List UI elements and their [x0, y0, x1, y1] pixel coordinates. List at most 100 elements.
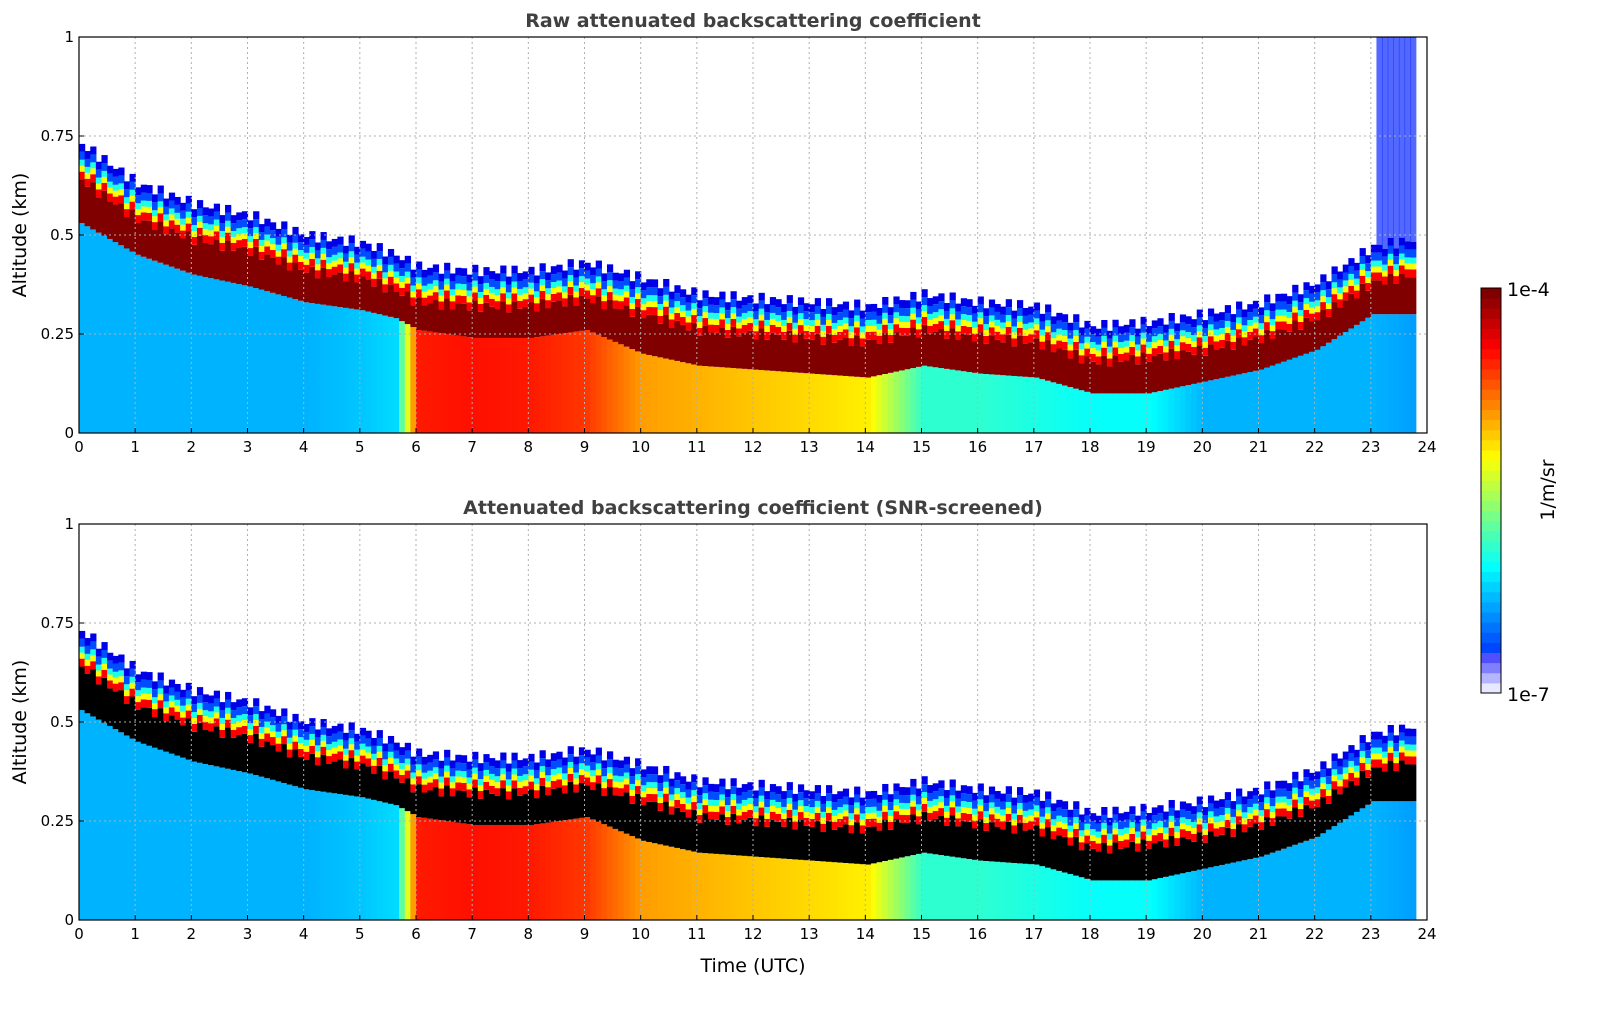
layer-fringe-cell [786, 797, 793, 804]
layer-fringe-cell [157, 185, 164, 194]
layer-core-cell [517, 308, 524, 338]
below-layer-cell [258, 776, 265, 920]
layer-fringe-cell [859, 318, 866, 327]
layer-core-cell [90, 182, 97, 230]
layer-fringe-cell [977, 811, 984, 820]
heatmap-column [1376, 37, 1383, 433]
layer-core-cell [938, 815, 945, 856]
layer-fringe-cell [163, 707, 170, 714]
colorbar: 1e-41e-71/m/sr [1480, 279, 1559, 706]
heatmap-column [281, 221, 288, 433]
heatmap-column [163, 198, 170, 433]
layer-core-cell [275, 751, 282, 782]
heatmap-column [348, 722, 355, 920]
below-layer-cell [533, 337, 541, 433]
layer-fringe-cell [685, 797, 692, 804]
layer-fringe-cell [1202, 347, 1209, 356]
layer-fringe-cell [253, 714, 260, 721]
layer-fringe-cell [1410, 263, 1417, 270]
layer-core-cell [713, 819, 720, 854]
layer-fringe-cell [1370, 753, 1378, 760]
layer-fringe-cell [348, 251, 355, 258]
layer-fringe-cell [90, 168, 97, 175]
layer-fringe-cell [1292, 312, 1299, 321]
layer-fringe-cell [719, 313, 726, 320]
layer-fringe-cell [876, 323, 883, 330]
layer-fringe-cell [455, 267, 462, 276]
layer-fringe-cell [1129, 828, 1136, 834]
layer-fringe-cell [1157, 805, 1164, 814]
layer-fringe-cell [438, 301, 445, 310]
layer-fringe-cell [792, 815, 799, 822]
layer-fringe-cell [865, 325, 872, 332]
heatmap-column [1146, 813, 1153, 920]
below-layer-cell [1078, 390, 1085, 433]
layer-core-cell [1342, 300, 1349, 333]
layer-fringe-cell [337, 236, 344, 245]
layer-fringe-cell [416, 756, 423, 765]
below-layer-cell [309, 303, 316, 433]
heatmap-column [1005, 299, 1012, 433]
x-tick-label: 7 [467, 925, 477, 943]
layer-fringe-cell [359, 240, 367, 249]
layer-fringe-cell [910, 800, 917, 807]
layer-fringe-cell [399, 755, 406, 763]
heatmap-column [1387, 37, 1394, 433]
heatmap-column [213, 690, 221, 920]
layer-fringe-cell [303, 745, 310, 752]
layer-fringe-cell [1101, 828, 1108, 835]
heatmap-column [528, 266, 535, 433]
layer-fringe-cell [848, 797, 855, 806]
layer-fringe-cell [882, 296, 889, 305]
layer-fringe-cell [118, 183, 125, 190]
layer-fringe-cell [708, 304, 715, 313]
layer-fringe-cell [281, 708, 288, 717]
below-layer-cell [1174, 874, 1181, 920]
layer-fringe-cell [910, 299, 917, 308]
layer-fringe-cell [775, 807, 782, 814]
layer-fringe-cell [1258, 307, 1265, 316]
layer-fringe-cell [225, 220, 232, 227]
layer-fringe-cell [691, 287, 698, 296]
layer-fringe-cell [337, 751, 344, 760]
layer-fringe-cell [702, 290, 709, 299]
layer-fringe-cell [253, 219, 260, 228]
layer-fringe-cell [1309, 301, 1316, 308]
layer-fringe-cell [1000, 334, 1007, 343]
layer-fringe-cell [522, 774, 529, 781]
layer-fringe-cell [1112, 335, 1119, 342]
layer-fringe-cell [371, 258, 378, 267]
layer-fringe-cell [1303, 290, 1310, 299]
layer-fringe-cell [797, 800, 805, 807]
layer-fringe-cell [1320, 783, 1327, 790]
layer-fringe-cell [208, 236, 215, 245]
layer-fringe-cell [724, 329, 732, 338]
layer-fringe-cell [444, 765, 451, 772]
layer-core-cell [331, 761, 338, 794]
below-layer-cell [292, 299, 299, 433]
heatmap-column [758, 779, 765, 920]
layer-fringe-cell [736, 803, 743, 810]
layer-fringe-cell [1207, 336, 1215, 345]
below-layer-cell [1039, 379, 1046, 433]
layer-fringe-cell [129, 195, 136, 202]
layer-fringe-cell [1061, 817, 1069, 824]
layer-fringe-cell [1129, 319, 1136, 328]
layer-fringe-cell [938, 301, 945, 310]
layer-fringe-cell [1387, 732, 1394, 741]
below-layer-cell [938, 855, 945, 920]
x-tick-label: 23 [1361, 438, 1380, 456]
layer-fringe-cell [309, 258, 316, 267]
layer-fringe-cell [1123, 324, 1130, 333]
heatmap-column [359, 240, 367, 433]
layer-fringe-cell [556, 779, 563, 788]
below-layer-cell [781, 371, 788, 433]
layer-fringe-cell [1112, 327, 1119, 336]
heatmap-column [225, 691, 232, 920]
layer-fringe-cell [449, 782, 456, 789]
layer-fringe-cell [640, 797, 647, 806]
layer-fringe-cell [416, 748, 423, 757]
layer-core-cell [1292, 807, 1299, 845]
layer-fringe-cell [1258, 816, 1265, 823]
layer-fringe-cell [730, 786, 737, 795]
